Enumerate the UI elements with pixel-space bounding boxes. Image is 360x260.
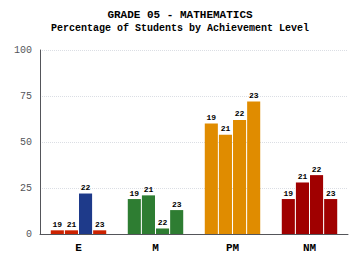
svg-text:21: 21 (67, 220, 77, 229)
svg-text:19: 19 (130, 189, 140, 198)
svg-text:PM: PM (226, 242, 240, 254)
svg-text:23: 23 (249, 91, 259, 100)
svg-text:Percentage of Students by Achi: Percentage of Students by Achievement Le… (51, 23, 309, 34)
svg-text:19: 19 (207, 113, 217, 122)
svg-text:M: M (152, 242, 159, 254)
svg-text:22: 22 (312, 165, 322, 174)
svg-text:50: 50 (20, 137, 32, 148)
svg-text:25: 25 (20, 183, 32, 194)
svg-text:22: 22 (81, 183, 91, 192)
svg-text:22: 22 (235, 109, 245, 118)
svg-text:23: 23 (172, 200, 182, 209)
svg-text:19: 19 (284, 189, 294, 198)
svg-text:NM: NM (303, 242, 317, 254)
svg-text:21: 21 (144, 185, 154, 194)
svg-text:21: 21 (298, 172, 308, 181)
svg-text:0: 0 (26, 229, 32, 240)
svg-text:23: 23 (95, 220, 105, 229)
svg-text:21: 21 (221, 124, 231, 133)
svg-text:GRADE 05 - MATHEMATICS: GRADE 05 - MATHEMATICS (107, 9, 253, 21)
svg-text:100: 100 (14, 45, 32, 56)
svg-text:E: E (75, 242, 82, 254)
svg-text:75: 75 (20, 91, 32, 102)
svg-text:22: 22 (158, 218, 168, 227)
svg-text:23: 23 (326, 189, 336, 198)
svg-text:19: 19 (53, 220, 63, 229)
